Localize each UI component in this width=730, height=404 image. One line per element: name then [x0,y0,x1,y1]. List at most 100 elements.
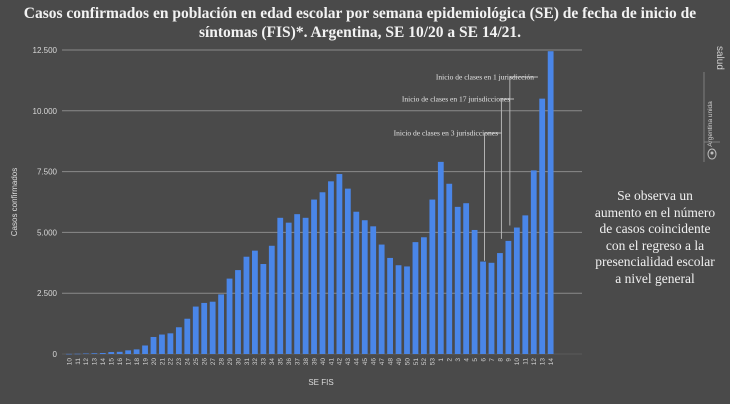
x-tick-label: 22 [168,358,175,366]
bar [395,265,402,354]
bar [201,302,208,354]
note-line: Se observa un [617,188,693,203]
chart-title-line-2: síntomas (FIS)*. Argentina, SE 10/20 a S… [198,24,522,41]
x-axis-label: SE FIS [308,378,333,387]
bars [66,51,554,355]
annotation-label: Inicio de clases en 17 jurisdicciones [402,95,510,104]
x-tick-label: 42 [337,358,344,366]
x-tick-label: 3 [455,358,462,362]
x-tick-label: 13 [92,358,99,366]
annotation-line [509,76,538,226]
annotation-line [484,132,502,261]
bar [99,353,106,354]
x-tick-label: 41 [328,358,335,366]
note-line: con el regreso a la [605,237,705,253]
x-tick-label: 35 [278,358,285,366]
x-tick-label: 27 [210,358,217,366]
y-tick-label: 0 [53,350,58,359]
bar [353,211,360,354]
annotation-line [500,98,514,239]
bar [454,206,461,354]
bar [497,253,503,354]
bar [446,183,453,354]
bar [260,264,267,354]
x-tick-label: 28 [218,358,225,366]
annotation-label: Inicio de clases en 3 jurisdicciones [394,129,498,138]
bar [192,306,199,354]
argentina-seal-icon [707,148,717,160]
x-tick-label: 33 [261,358,268,366]
bar [294,214,301,354]
bar [539,98,546,354]
bar [370,226,377,354]
x-tick-label: 50 [404,358,411,366]
bar [302,217,309,354]
x-tick-label: 53 [430,358,437,366]
x-tick-label: 26 [202,358,209,366]
x-tick-label: 12 [531,358,538,366]
bar [480,261,486,354]
bar [108,352,115,354]
bar [142,345,148,354]
bar [175,327,182,354]
x-tick-label: 20 [151,358,158,366]
bar [66,353,72,355]
x-tick-label: 52 [421,358,428,366]
x-tick-label: 44 [354,358,361,366]
bar [361,220,368,354]
bar [235,270,241,354]
x-tick-label: 46 [371,358,378,366]
bar [471,229,478,354]
bar [547,51,554,354]
note-line: de casos coincidente [599,221,711,236]
x-tick-label: 34 [269,358,276,366]
bar [429,199,436,354]
y-tick-label: 5.000 [37,228,58,237]
bar [378,244,385,354]
annotations: Inicio de clases en 1 jurisdicción Inicio… [394,73,538,261]
x-tick-label: 10 [514,358,521,366]
bar [530,170,537,354]
bar [74,353,81,355]
bar [437,161,444,354]
annotation-label: Inicio de clases en 1 jurisdicción [436,73,534,82]
chart-title: Casos confirmados en población en edad e… [10,4,710,42]
x-tick-label: 36 [286,358,293,366]
bar [125,350,132,354]
x-tick-label: 32 [252,358,259,366]
bar [311,199,317,354]
bar [159,334,165,354]
observation-note: Se observa un aumento en el número de ca… [585,188,725,287]
y-tick-label: 2.500 [37,289,58,298]
bar [218,294,224,354]
x-tick-label: 48 [387,358,394,366]
bar [488,262,495,354]
x-tick-label: 40 [320,358,327,366]
bar [505,240,512,354]
bar [319,192,326,354]
x-tick-label: 18 [134,358,141,366]
x-tick-label: 51 [413,358,420,366]
bar [522,215,529,354]
note-line: aumento en el número [594,204,716,220]
logo-salud-text: salud [714,46,725,70]
x-tick-label: 19 [142,358,149,366]
note-line: presencialidad escolar [595,254,715,269]
bar [412,242,419,354]
bar [277,217,284,354]
x-tick-label: 38 [303,358,310,366]
x-axis-ticks: 10 11 12 13 14 15 16 17 18 19 20 21 22 23 24 25 26 27 28 29… [66,358,555,366]
x-tick-label: 5 [472,358,479,362]
x-tick-label: 16 [117,358,124,366]
x-tick-label: 45 [362,358,369,366]
x-tick-label: 2 [447,358,454,362]
x-tick-label: 10 [66,358,73,366]
x-tick-label: 7 [489,358,496,362]
x-tick-label: 29 [227,358,234,366]
x-tick-label: 11 [523,358,530,365]
bar [404,266,410,354]
x-tick-label: 8 [497,358,504,362]
bar [336,174,343,354]
x-tick-label: 37 [294,358,301,366]
